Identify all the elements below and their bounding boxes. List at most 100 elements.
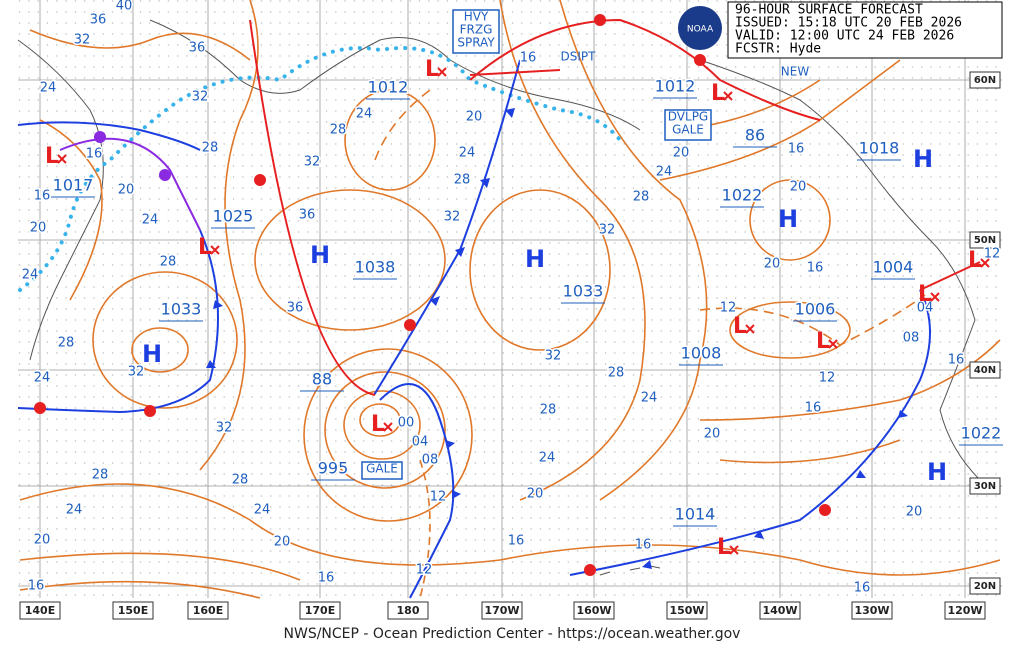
lat-box [969,361,1001,379]
isobar-label: 32 [216,421,233,436]
isobar-label: 04 [917,301,934,316]
pressure-label: 88 [312,370,332,389]
isobar-label: 04 [412,435,429,450]
lat-label: 20N [974,581,996,592]
isobar-label: 24 [356,107,373,122]
isobar-label: 28 [330,123,347,138]
header-line: VALID: 12:00 UTC 24 FEB 2026 [735,29,954,44]
isobar-label: 36 [299,208,316,223]
high-center: H [310,241,330,269]
lat-label: 40N [974,365,996,376]
isobar-label: 20 [118,183,135,198]
pressure-label: 1006 [795,300,836,319]
isobar-label: 16 [508,534,525,549]
high-center: H [927,458,947,486]
annotation-text: GALE [672,123,704,137]
lat-label: 50N [974,235,996,246]
pressure-label: 1033 [161,300,202,319]
pressure-label: 1012 [655,77,696,96]
low-x [437,67,447,77]
isobar-label: 28 [540,403,557,418]
annotation-box [664,109,712,141]
lon-box [299,601,341,620]
lon-label: 170W [484,604,519,617]
lon-label: 120W [947,604,982,617]
isobar-label: 20 [673,146,690,161]
high-center: H [913,145,933,173]
lon-label: 180 [397,604,420,617]
isobar-label: 36 [287,301,304,316]
low-center: L [711,81,725,106]
pressure-label: 1014 [675,505,716,524]
low-center: L [45,144,59,169]
low-x [930,292,940,302]
low-center: L [198,235,212,260]
isobar-label: 28 [454,173,471,188]
isobar-label: 32 [545,349,562,364]
pressure-label: 995 [318,459,349,478]
logo-text: NOAA [687,25,714,35]
isobar-label: 16 [34,189,51,204]
lon-box [759,601,801,620]
isobars [19,0,1001,599]
annotation-text: GALE [366,462,398,476]
lat-box [969,477,1001,495]
isobar-label: 16 [28,579,45,594]
pressure-label: 1033 [563,282,604,301]
pressure-label: 1018 [859,139,900,158]
isobar-label: 12 [984,247,1001,262]
isobar-label: 24 [539,451,556,466]
pressure-label: 1022 [961,424,1002,443]
high-center: H [778,205,798,233]
lon-box [666,601,708,620]
low-x [210,245,220,255]
isobar-label: 16 [318,571,335,586]
isobar-label: 20 [906,505,923,520]
lon-label: 150E [118,604,148,617]
noaa-logo [678,6,722,50]
low-center: L [733,314,747,339]
annotation-box [361,461,403,480]
low-center: L [371,412,385,437]
pressure-label: 1008 [681,344,722,363]
pressure-label: 1012 [368,78,409,97]
isobar-label: 32 [599,223,616,238]
high-center: H [525,245,545,273]
isobar-label: 32 [128,365,145,380]
low-x [723,91,733,101]
lon-label: 170E [305,604,335,617]
lon-box [573,601,615,620]
lat-label: 30N [974,481,996,492]
header-line: ISSUED: 15:18 UTC 20 FEB 2026 [735,16,962,31]
lon-label: 160E [193,604,223,617]
isobar-label: 16 [788,142,805,157]
annotation-text: HVY [464,10,489,24]
annotation-text: NEW [781,65,810,79]
low-x [383,422,393,432]
isobar-label: 16 [948,353,965,368]
header-line: 96-HOUR SURFACE FORECAST [735,3,923,18]
lon-label: 140E [25,604,55,617]
lat-box [969,231,1001,249]
isobar-label: 28 [608,366,625,381]
isobar-label: 20 [527,487,544,502]
isobar-label: 00 [398,416,415,431]
footer: NWS/NCEP - Ocean Prediction Center - htt… [284,626,741,642]
isobar-label: 28 [160,255,177,270]
pressure-label: 1017 [53,176,94,195]
pressure-label: 86 [745,126,765,145]
lon-label: 160W [576,604,611,617]
isobar-label: 08 [422,453,439,468]
isobar-label: 20 [790,180,807,195]
header-line: FCSTR: Hyde [735,42,821,57]
isobar-label: 28 [202,141,219,156]
low-center: L [717,535,731,560]
isobar-label: 28 [232,473,249,488]
isobar-label: 24 [66,503,83,518]
isobar-label: 20 [274,535,291,550]
lon-label: 150W [669,604,704,617]
isobar-label: 12 [720,301,737,316]
low-x [828,339,838,349]
isobar-label: 32 [444,210,461,225]
front-symbols [34,14,908,576]
